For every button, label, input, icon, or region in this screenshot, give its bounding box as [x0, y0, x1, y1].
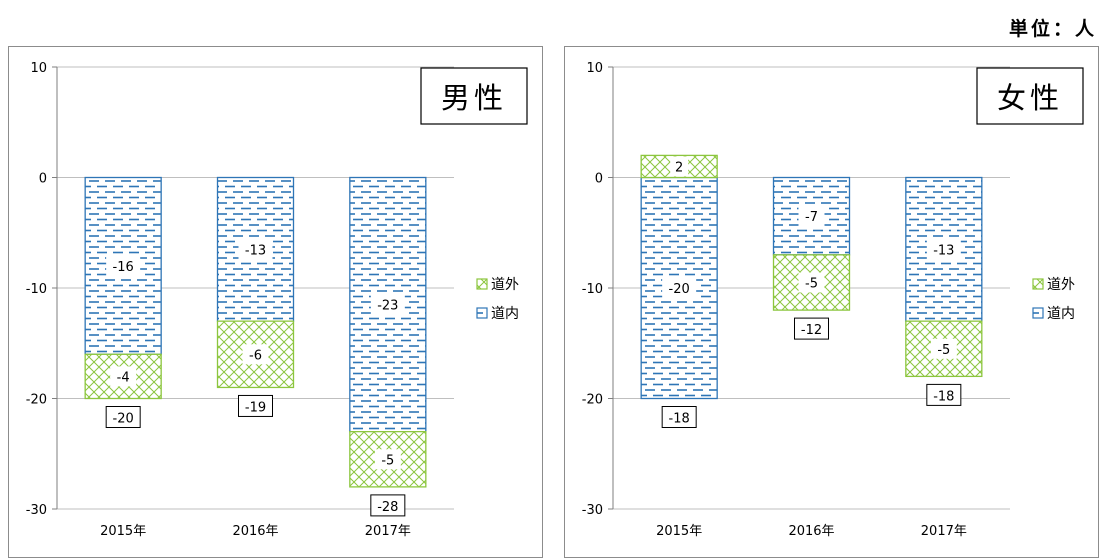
legend-label: 道外: [1047, 277, 1075, 293]
legend-label: 道内: [491, 306, 519, 322]
data-label: -13: [245, 243, 266, 258]
male-chart-panel: 10 0 -10 -20 -30 -16 -4 -20 2015年 -13 -6 -19 2016年 -2…: [8, 46, 543, 558]
data-label-bg: [370, 294, 405, 315]
total-label: -12: [801, 323, 822, 338]
data-label-bg: [798, 206, 825, 227]
total-label: -19: [245, 400, 266, 415]
y-tick-label: -10: [582, 282, 603, 297]
x-tick-label: 2017年: [921, 524, 967, 539]
data-label: -7: [805, 210, 818, 225]
legend-label: 道外: [491, 277, 519, 293]
y-tick-label: -30: [26, 503, 47, 518]
chart-title: 女性: [997, 81, 1063, 115]
total-label-box: [105, 406, 141, 428]
chart-title: 男性: [441, 81, 507, 115]
total-label: -18: [933, 389, 954, 404]
data-label-bg: [106, 255, 141, 276]
y-tick-label: -20: [26, 393, 47, 408]
data-label: -16: [113, 260, 134, 275]
y-tick-label: -10: [26, 282, 47, 297]
data-label: -23: [377, 299, 398, 314]
y-tick-label: -20: [582, 393, 603, 408]
x-tick-label: 2017年: [365, 524, 411, 539]
x-tick-label: 2016年: [788, 524, 834, 539]
x-tick-label: 2016年: [232, 524, 278, 539]
total-label: -28: [377, 500, 398, 515]
data-label-bg: [662, 278, 697, 298]
y-tick-label: 10: [30, 61, 47, 76]
data-label-bg: [670, 156, 689, 177]
data-label-bg: [374, 449, 401, 470]
legend-swatch-inside: [476, 307, 488, 319]
data-label: -4: [117, 370, 130, 385]
chart-title-box: [420, 67, 528, 125]
data-label-bg: [798, 272, 825, 293]
y-tick-label: 0: [39, 172, 47, 187]
total-label-box: [661, 406, 697, 428]
male-chart: 10 0 -10 -20 -30 -16 -4 -20 2015年 -13 -6 -19 2016年 -2…: [26, 61, 528, 539]
chart-title-box: [976, 67, 1084, 125]
data-label: -6: [249, 348, 262, 363]
legend-swatch-inside: [1032, 307, 1044, 319]
data-label-bg: [238, 239, 273, 260]
female-chart: 10 0 -10 -20 -30 -20 2 -18 2015年 -7 -5 -12 2016年 -13 -…: [582, 61, 1084, 539]
data-label-bg: [926, 239, 961, 260]
legend-swatch-outside: [1032, 278, 1044, 290]
data-label-bg: [242, 344, 269, 365]
unit-label: 単位：人: [1008, 18, 1097, 40]
data-label-bg: [110, 366, 137, 387]
total-label-box: [926, 383, 962, 406]
total-label-box: [794, 317, 829, 340]
data-label: 2: [675, 160, 683, 175]
y-tick-label: 10: [586, 61, 603, 76]
bar-outside: [772, 254, 851, 311]
legend-swatch-outside: [476, 278, 488, 290]
total-label-box: [370, 494, 406, 517]
total-label-box: [238, 394, 273, 417]
x-tick-label: 2015年: [100, 524, 146, 539]
data-label-bg: [930, 338, 957, 359]
legend-label: 道内: [1047, 306, 1075, 322]
data-label: -5: [805, 276, 818, 291]
x-tick-label: 2015年: [656, 524, 702, 539]
data-label: -13: [933, 243, 954, 258]
y-tick-label: -30: [582, 503, 603, 518]
total-label: -20: [113, 412, 134, 427]
y-tick-label: 0: [595, 172, 603, 187]
data-label: -5: [381, 453, 394, 468]
female-chart-panel: 10 0 -10 -20 -30 -20 2 -18 2015年 -7 -5 -12 2016年 -13 -…: [564, 46, 1099, 558]
data-label: -5: [937, 343, 950, 358]
total-label: -18: [669, 412, 690, 427]
data-label: -20: [669, 282, 690, 297]
